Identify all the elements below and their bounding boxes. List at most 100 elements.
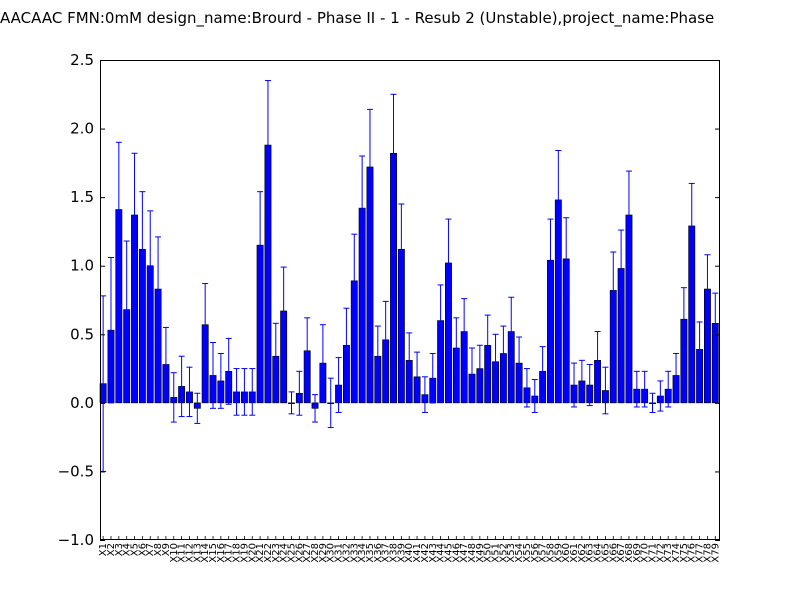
x-tick-label-X79: X79 xyxy=(710,543,721,563)
error-bar-X56 xyxy=(531,379,538,413)
x-tick-label-X63: X63 xyxy=(585,543,596,563)
error-bar-X7 xyxy=(147,210,154,322)
error-bar-X57 xyxy=(539,346,546,397)
chart-title: AACAAC FMN:0mM design_name:Brourd - Phas… xyxy=(0,9,715,27)
error-bar-X34 xyxy=(359,155,366,261)
error-bar-X33 xyxy=(351,233,358,328)
y-tick-label: −1.0 xyxy=(58,531,94,549)
x-tick-label-X46: X46 xyxy=(451,543,462,563)
error-bar-X6 xyxy=(139,191,146,308)
y-tick-label: 2.0 xyxy=(70,120,94,138)
x-tick-label-X45: X45 xyxy=(443,543,454,563)
plot-frame xyxy=(100,60,720,540)
x-tick-label-X21: X21 xyxy=(255,543,266,563)
error-bar-X31 xyxy=(335,357,342,413)
error-bar-X13 xyxy=(194,392,201,424)
error-bar-X49 xyxy=(476,344,483,393)
x-tick-label-X36: X36 xyxy=(373,543,384,563)
error-bar-X37 xyxy=(382,300,389,379)
error-bar-X28 xyxy=(312,394,319,423)
x-tick-label-X9: X9 xyxy=(161,543,172,556)
x-tick-label-X19: X19 xyxy=(239,543,250,563)
error-bar-X42 xyxy=(421,376,428,413)
error-bar-X70 xyxy=(641,370,648,408)
y-tick-label: 0.5 xyxy=(70,325,94,343)
x-tick-label-X39: X39 xyxy=(396,543,407,563)
error-bar-X20 xyxy=(249,368,256,416)
x-tick-label-X4: X4 xyxy=(122,543,133,556)
x-tick-label-X12: X12 xyxy=(184,543,195,563)
error-bar-X30 xyxy=(327,377,334,429)
error-bar-X19 xyxy=(241,368,248,416)
x-tick-label-X42: X42 xyxy=(420,543,431,563)
x-tick-label-X2: X2 xyxy=(106,543,117,556)
x-tick-label-X29: X29 xyxy=(318,543,329,563)
error-bar-X16 xyxy=(217,352,224,409)
x-tick-label-X68: X68 xyxy=(624,543,635,563)
error-bar-X60 xyxy=(563,217,570,301)
x-tick-label-X72: X72 xyxy=(655,543,666,563)
error-bar-X4 xyxy=(123,240,130,379)
error-bar-X68 xyxy=(625,170,632,260)
x-tick-label-X41: X41 xyxy=(412,543,423,563)
x-tick-label-X23: X23 xyxy=(271,543,282,563)
error-bar-X32 xyxy=(343,307,350,383)
x-tick-label-X62: X62 xyxy=(577,543,588,563)
error-bar-X40 xyxy=(406,332,413,389)
error-bar-X78 xyxy=(704,254,711,324)
error-bar-X39 xyxy=(398,203,405,296)
x-tick-label-X55: X55 xyxy=(522,543,533,563)
y-tick-label: 1.0 xyxy=(70,257,94,275)
x-tick-label-X33: X33 xyxy=(349,543,360,563)
x-tick-label-X1: X1 xyxy=(98,543,109,556)
x-tick-label-X49: X49 xyxy=(475,543,486,563)
error-bar-X10 xyxy=(170,372,177,423)
x-tick-label-X44: X44 xyxy=(436,543,447,563)
x-tick-label-X75: X75 xyxy=(679,543,690,563)
x-tick-label-X59: X59 xyxy=(553,543,564,563)
error-bar-X14 xyxy=(202,283,209,367)
error-bar-X58 xyxy=(547,218,554,302)
y-tick-label: 0.0 xyxy=(70,394,94,412)
x-tick-label-X15: X15 xyxy=(208,543,219,563)
x-tick-label-X66: X66 xyxy=(608,543,619,563)
error-bar-X41 xyxy=(414,351,421,402)
y-tick-label: 2.5 xyxy=(70,51,94,69)
error-bar-X71 xyxy=(649,392,656,413)
x-tick-label-X5: X5 xyxy=(130,543,141,556)
error-bar-X21 xyxy=(257,191,264,300)
x-tick-label-X51: X51 xyxy=(491,543,502,563)
error-bar-X26 xyxy=(296,370,303,416)
error-bar-X72 xyxy=(657,380,664,412)
x-tick-label-X76: X76 xyxy=(687,543,698,563)
x-tick-label-X70: X70 xyxy=(640,543,651,563)
y-tick-label: 1.5 xyxy=(70,188,94,206)
x-tick-label-X11: X11 xyxy=(177,543,188,563)
error-bar-X35 xyxy=(366,108,373,226)
x-tick-label-X56: X56 xyxy=(530,543,541,563)
error-bar-X52 xyxy=(500,325,507,382)
error-bar-X79 xyxy=(712,292,719,354)
x-tick-label-X38: X38 xyxy=(389,543,400,563)
x-tick-label-X48: X48 xyxy=(467,543,478,563)
x-tick-label-X67: X67 xyxy=(616,543,627,563)
error-bar-X46 xyxy=(453,317,460,379)
error-bar-X67 xyxy=(618,229,625,308)
y-axis: −1.0 −0.5 0.0 0.5 1.0 1.5 2.0 2.5 xyxy=(58,51,720,549)
x-tick-label-X27: X27 xyxy=(302,543,313,563)
error-bar-X36 xyxy=(374,325,381,387)
x-tick-label-X35: X35 xyxy=(365,543,376,563)
error-bar-X27 xyxy=(304,317,311,385)
error-bar-X63 xyxy=(586,363,593,407)
x-tick-label-X52: X52 xyxy=(498,543,509,563)
x-tick-label-X40: X40 xyxy=(404,543,415,563)
x-tick-label-X22: X22 xyxy=(263,543,274,563)
x-tick-label-X61: X61 xyxy=(569,543,580,563)
error-bar-X17 xyxy=(225,337,232,405)
error-bar-X50 xyxy=(484,314,491,376)
error-bar-X73 xyxy=(665,370,672,408)
error-bar-X65 xyxy=(602,366,609,415)
x-tick-label-X37: X37 xyxy=(381,543,392,563)
x-tick-label-X65: X65 xyxy=(600,543,611,563)
